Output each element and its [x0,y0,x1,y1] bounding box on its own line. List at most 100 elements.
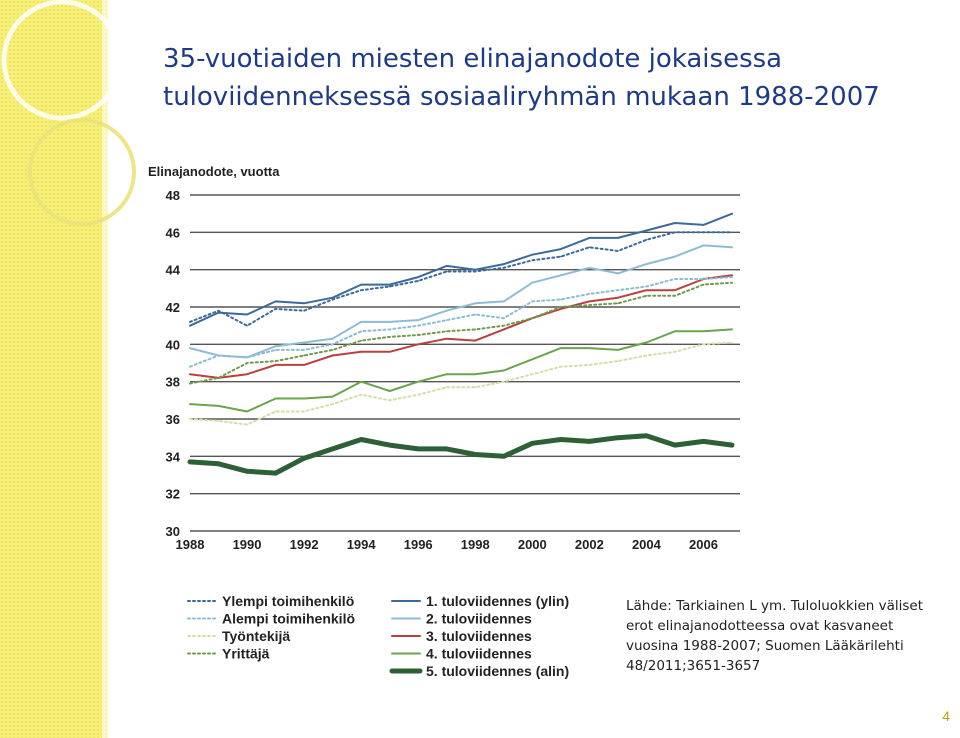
data-point [502,300,505,303]
data-point [702,440,705,443]
data-point [588,293,591,295]
data-point [588,237,591,239]
data-point [560,298,562,301]
data-point [388,283,391,286]
data-point [360,283,362,286]
y-tick-label: 40 [166,337,180,352]
data-point [189,382,191,385]
data-point [560,306,562,308]
data-point [303,341,305,344]
data-point [731,276,733,278]
data-point [246,423,248,426]
gridlines [190,194,740,532]
data-point [731,281,733,284]
data-point [502,328,505,331]
data-point [474,270,477,273]
data-point [702,343,705,346]
series-line-1 [189,244,733,359]
data-point [388,321,391,323]
data-point [189,321,191,323]
data-point [674,278,676,280]
data-point [531,253,534,256]
data-point [388,390,391,392]
x-tick-label: 1996 [404,537,433,552]
data-point [645,435,648,437]
data-point [388,351,391,353]
series-line-2 [189,274,733,379]
data-point [274,410,277,413]
data-point [474,386,477,389]
data-point [189,347,191,349]
x-tick-label: 1992 [290,537,319,552]
data-point [560,347,562,349]
series-line-0 [189,212,733,327]
data-point [388,444,391,446]
x-tick-label: 1994 [347,537,377,552]
data-point [189,403,191,405]
legend-label: Alempi toimihenkilö [222,611,355,627]
data-point [588,304,591,306]
data-point [189,418,191,420]
title-line-1: 35-vuotiaiden miesten elinajanodote joka… [163,44,783,74]
data-point [617,237,619,239]
legend-label: 1. tuloviidennes (ylin) [426,593,569,609]
data-point [246,410,248,413]
data-point [246,373,248,375]
data-point [331,448,334,450]
x-tick-label: 2004 [632,537,662,552]
data-point [674,351,676,353]
data-point [645,239,648,241]
data-point [617,296,619,299]
data-point [645,354,648,357]
data-point [331,349,334,351]
data-point [445,309,448,312]
data-point [531,442,534,445]
data-point [360,321,362,323]
data-point [445,319,448,321]
y-tick-label: 38 [166,375,180,390]
data-point [731,246,733,249]
data-point [417,334,420,336]
data-point [388,399,391,402]
data-point [560,308,562,310]
data-point [303,364,305,366]
data-point [217,377,220,379]
y-tick-label: 48 [166,188,180,203]
data-point [189,365,191,368]
series-line-5 [189,231,733,327]
x-tick-label: 2002 [575,537,604,552]
data-point [217,311,220,314]
data-point [388,328,391,331]
data-point [274,300,277,303]
x-tick-labels: 1988 1990 1992 1994 1996 1998 2000 2002 2004 2006 [176,537,718,552]
x-tick-label: 2000 [518,537,547,552]
data-point [417,343,420,346]
data-point [617,302,619,305]
data-point [360,289,362,291]
y-tick-labels: 30 32 34 36 38 40 42 44 46 48 [166,188,181,539]
data-point [360,351,362,353]
series-line-8 [189,281,733,385]
data-point [246,362,248,364]
data-point [645,289,648,291]
data-point [417,280,420,282]
data-point [445,270,448,273]
legend-label: Ylempi toimihenkilö [222,593,354,609]
data-point [502,267,505,269]
data-point [645,285,648,288]
legend: Ylempi toimihenkilö Alempi toimihenkilöTy… [187,593,569,679]
data-point [531,317,534,319]
data-point [674,295,676,297]
series-line-6 [189,276,733,368]
slide-title: 35-vuotiaiden miesten elinajanodote joka… [163,40,923,116]
data-point [474,339,477,342]
data-point [502,455,505,458]
data-point [331,403,334,405]
data-point [274,345,277,347]
data-point [560,274,562,277]
data-point [560,438,562,441]
data-point [217,405,220,407]
data-point [445,373,448,375]
data-point [189,324,191,327]
data-point [674,444,676,446]
